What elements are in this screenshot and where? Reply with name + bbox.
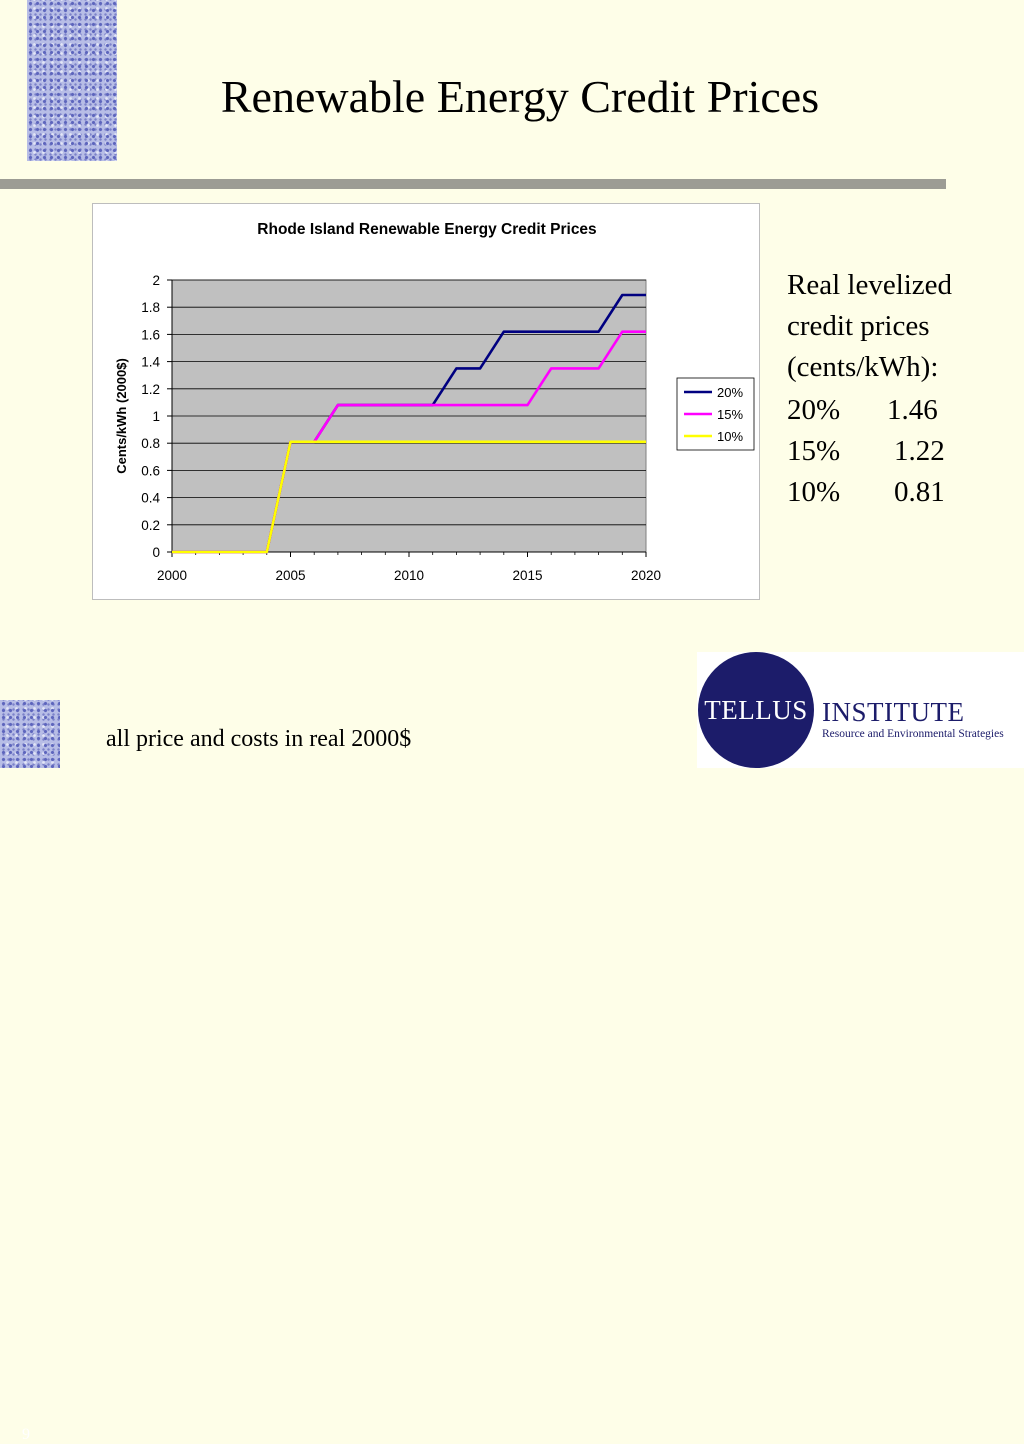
summary-level: 20% <box>787 390 887 431</box>
y-tick-label: 0 <box>152 545 160 560</box>
x-tick-label: 2015 <box>512 568 542 583</box>
x-tick-label: 2000 <box>157 568 187 583</box>
y-tick-label: 0.6 <box>141 463 160 478</box>
slide-number: 9 <box>22 1426 30 1444</box>
summary-value: 0.81 <box>887 472 945 513</box>
tellus-institute-logo: TELLUS INSTITUTE Resource and Environmen… <box>697 652 1024 768</box>
slide-number-badge: 9 <box>0 700 60 768</box>
legend-label: 15% <box>717 407 743 422</box>
x-tick-label: 2005 <box>275 568 305 583</box>
title-divider <box>0 179 946 189</box>
logo-tagline: Resource and Environmental Strategies <box>822 728 1004 740</box>
summary-heading-line: credit prices <box>787 306 952 347</box>
summary-table: 20% 1.46 15% 1.22 10% 0.81 <box>787 390 952 513</box>
x-axis-ticks: 2000 2005 2010 2015 2020 <box>157 552 661 583</box>
summary-level: 10% <box>787 472 887 513</box>
summary-row: 20% 1.46 <box>787 390 952 431</box>
line-chart: Rhode Island Renewable Energy Credit Pri… <box>93 204 759 599</box>
summary-heading-line: Real levelized <box>787 265 952 306</box>
y-tick-label: 0.4 <box>141 491 160 506</box>
summary-value: 1.46 <box>887 390 938 431</box>
legend-label: 10% <box>717 429 743 444</box>
chart-legend: 20% 15% 10% <box>677 378 754 450</box>
summary-value: 1.22 <box>887 431 945 472</box>
y-tick-label: 1 <box>152 409 160 424</box>
y-axis-ticks: 0 0.2 0.4 0.6 0.8 1 1.2 1.4 1.6 1.8 2 <box>141 273 172 560</box>
summary-level: 15% <box>787 431 887 472</box>
footer-note: all price and costs in real 2000$ <box>106 726 411 753</box>
price-summary: Real levelized credit prices (cents/kWh)… <box>787 265 952 513</box>
y-tick-label: 1.4 <box>141 355 160 370</box>
logo-institute-word: INSTITUTE <box>822 697 964 728</box>
y-tick-label: 1.2 <box>141 382 160 397</box>
x-tick-label: 2020 <box>631 568 661 583</box>
slide-title: Renewable Energy Credit Prices <box>0 72 1024 123</box>
y-tick-label: 0.8 <box>141 436 160 451</box>
summary-row: 10% 0.81 <box>787 472 952 513</box>
logo-tellus-word: TELLUS <box>698 652 814 768</box>
logo-circle: TELLUS <box>698 652 814 768</box>
x-tick-label: 2010 <box>394 568 424 583</box>
y-axis-label: Cents/kWh (2000$) <box>114 358 129 474</box>
summary-heading-line: (cents/kWh): <box>787 347 952 388</box>
legend-label: 20% <box>717 385 743 400</box>
summary-row: 15% 1.22 <box>787 431 952 472</box>
y-tick-label: 1.8 <box>141 300 160 315</box>
y-tick-label: 1.6 <box>141 327 160 342</box>
y-tick-label: 2 <box>152 273 160 288</box>
y-tick-label: 0.2 <box>141 518 160 533</box>
chart-frame: Rhode Island Renewable Energy Credit Pri… <box>92 203 760 600</box>
chart-title: Rhode Island Renewable Energy Credit Pri… <box>257 221 596 238</box>
